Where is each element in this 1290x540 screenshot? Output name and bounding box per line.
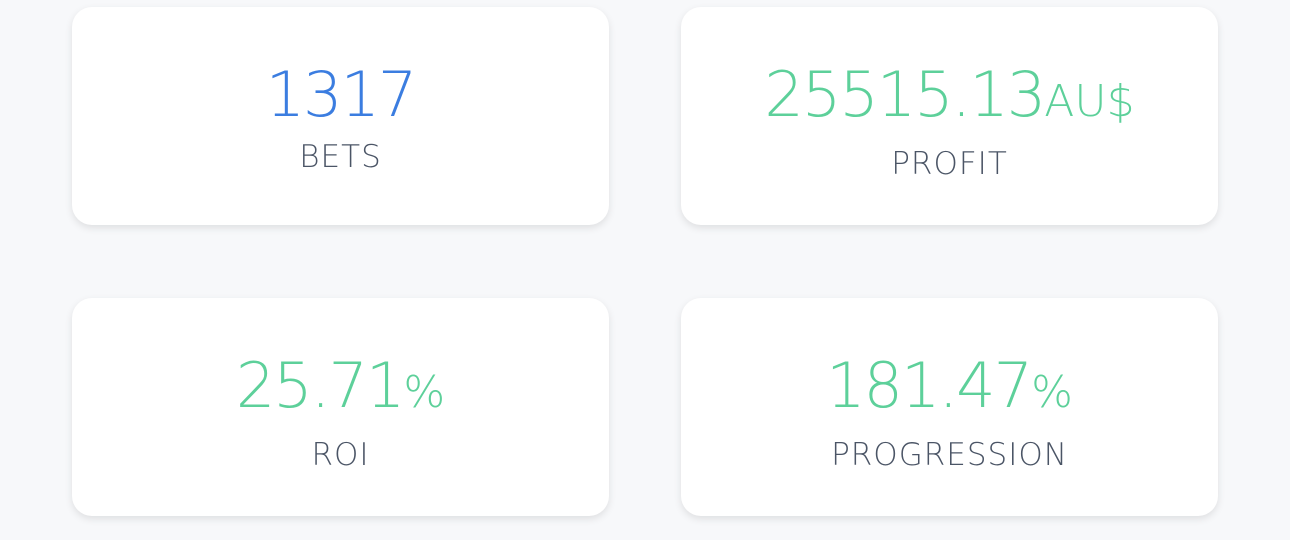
stat-value: 25.71%: [236, 348, 445, 431]
stat-label: ROI: [311, 437, 370, 473]
stat-label: PROGRESSION: [831, 437, 1068, 473]
stat-value: 181.47%: [826, 348, 1073, 431]
stat-number: 181.47: [826, 349, 1033, 422]
stat-unit: AU$: [1044, 76, 1135, 127]
stat-number: 25515.13: [764, 58, 1046, 131]
stat-card: 1317 BETS: [72, 7, 609, 225]
stat-label: BETS: [299, 139, 382, 175]
stat-number: 1317: [265, 58, 418, 131]
stat-value: 1317: [265, 57, 418, 133]
stat-card: 25515.13AU$ PROFIT: [681, 7, 1218, 225]
stat-value: 25515.13AU$: [764, 57, 1134, 140]
stat-unit: %: [1031, 367, 1073, 418]
stat-label: PROFIT: [891, 146, 1008, 182]
stat-card: 181.47% PROGRESSION: [681, 298, 1218, 516]
stat-number: 25.71: [235, 349, 405, 422]
stat-unit: %: [403, 367, 446, 418]
stat-card: 25.71% ROI: [72, 298, 609, 516]
